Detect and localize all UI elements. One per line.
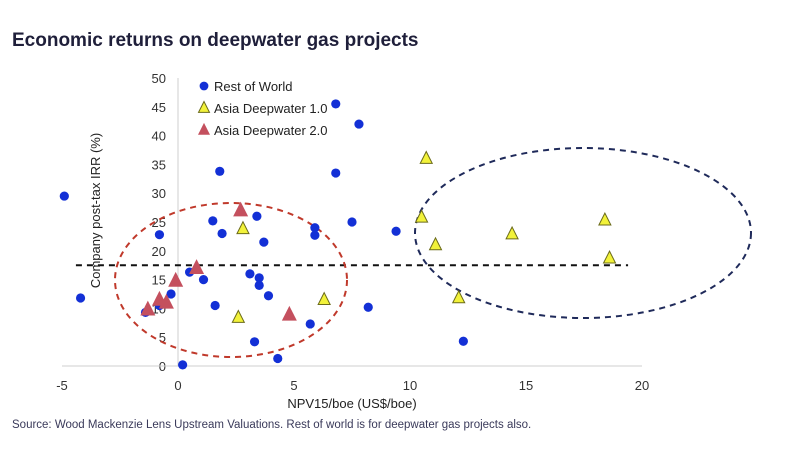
rest-of-world-point [208,216,218,226]
rest-of-world-point [331,168,341,178]
asia-deepwater-1-point [602,250,617,264]
rest-of-world-point [245,269,255,279]
asia-deepwater-2-point [158,293,174,309]
rest-of-world-point [363,302,373,312]
rest-of-world-point [215,166,225,176]
asia-deepwater-2-point [281,305,297,321]
rest-of-world-point [310,230,320,240]
rest-of-world-point [354,119,364,129]
asia-deepwater-2-point [189,259,205,275]
rest-of-world-point [59,191,69,201]
asia-deepwater-1-point [414,209,429,223]
y-tick-label: 40 [152,129,166,144]
rest-of-world-point [198,275,209,285]
source-note: Source: Wood Mackenzie Lens Upstream Val… [12,419,532,431]
rest-of-world-point [458,336,468,346]
chart-title: Economic returns on deepwater gas projec… [12,30,419,51]
asia-deepwater-1-point [598,212,612,226]
x-tick-label: 15 [519,378,533,393]
rest-of-world-point [217,228,227,239]
y-tick-label: 35 [152,157,166,172]
y-tick-label: 20 [152,244,166,259]
x-tick-label: 10 [403,378,417,393]
rest-of-world-point [252,211,262,221]
rest-of-world-point [310,223,320,233]
rest-of-world-point [178,360,188,370]
rest-of-world-point [254,280,264,290]
legend-marker [197,100,211,113]
high-npv-cluster-ellipse [414,147,752,319]
asia-deepwater-1-point [419,150,434,164]
rest-of-world-point [347,217,357,227]
y-tick-label: 30 [152,186,166,201]
asia-deepwater-1-point [428,236,443,251]
asia-deepwater-1-point [505,225,519,240]
rest-of-world-point [254,273,264,283]
rest-of-world-point [259,237,269,247]
rest-of-world-point [305,319,315,329]
rest-of-world-point [210,300,220,311]
legend: Rest of World Asia Deepwater 1.0 Asia Deep… [197,79,327,138]
rest-of-world-point [75,293,86,303]
y-tick-label: 45 [152,100,166,115]
legend-label: Asia Deepwater 1.0 [214,101,327,116]
legend-marker [199,81,209,91]
legend-label: Asia Deepwater 2.0 [214,123,327,138]
rest-of-world-point [154,230,165,240]
asia-deepwater-1-point [451,289,466,304]
x-tick-label: -5 [56,378,68,393]
x-tick-label: 20 [635,378,649,393]
asia-deepwater-2-point [140,300,156,316]
y-tick-label: 50 [152,71,166,86]
y-tick-label: 5 [159,330,166,345]
y-tick-label: 15 [152,273,166,288]
legend-label: Rest of World [214,79,293,94]
rest-of-world-point [391,226,401,236]
asia-cluster-ellipse [114,202,348,358]
asia-deepwater-2-point [168,271,184,287]
y-axis-title: Company post-tax IRR (%) [88,133,103,288]
asia-deepwater-1-point [317,291,331,306]
x-tick-label: 0 [174,378,181,393]
rest-of-world-point [273,353,283,364]
x-tick-label: 5 [290,378,297,393]
rest-of-world-point [249,337,260,347]
rest-of-world-point [166,289,176,299]
y-axis-ticks: 05101520253035404550 [152,71,166,374]
data-points [59,99,617,370]
x-axis-ticks: -5 0 5 10 15 20 [56,378,649,393]
rest-of-world-point [331,99,341,109]
x-axis-title: NPV15/boe (US$/boe) [287,396,416,411]
asia-deepwater-2-point [233,201,249,217]
rest-of-world-point [263,291,274,301]
asia-deepwater-1-point [231,309,246,323]
legend-marker [198,122,210,135]
asia-deepwater-1-point [236,220,250,235]
